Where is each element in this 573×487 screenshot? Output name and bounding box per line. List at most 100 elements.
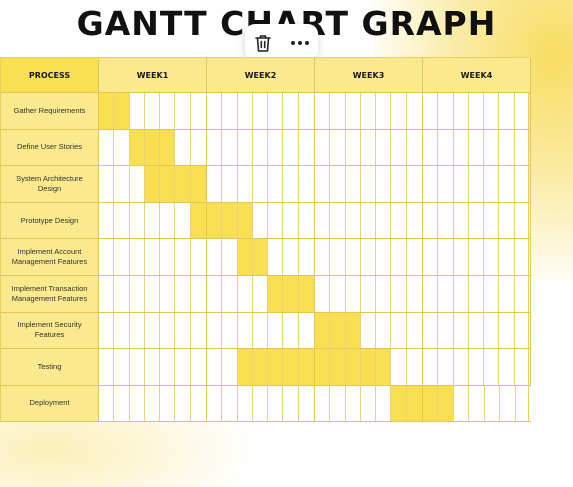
task-bar-segment [252,349,269,385]
day-cell [175,93,191,129]
day-cell [454,385,470,422]
task-bar-segment [283,275,299,312]
day-cell [222,275,238,312]
day-cell [299,239,314,275]
more-options-button[interactable] [286,29,314,57]
day-cell [346,239,361,275]
day-cell [315,202,331,239]
task-bar-segment [144,166,161,202]
day-cell [346,275,361,312]
day-cell [423,129,439,166]
day-cell [238,385,253,422]
week-cell [423,349,531,386]
day-cell [346,93,361,129]
task-bar-segment [237,202,253,239]
task-bar-segment [283,349,299,385]
day-cell [299,166,314,202]
task-bar-segment [114,93,130,129]
task-bar-segment [268,275,284,312]
day-cell [283,239,299,275]
day-cell [376,275,392,312]
week-cell [315,239,423,276]
day-cell [315,275,331,312]
day-cell [99,239,115,275]
day-cell [454,275,469,312]
day-cell [207,129,223,166]
day-cell [268,312,284,349]
day-cell [160,239,176,275]
day-cell [145,349,161,385]
day-cell [407,203,422,239]
task-label: System Architecture Design [1,166,99,203]
day-cell [175,349,191,385]
day-cell [222,385,238,422]
day-cell [330,93,346,129]
task-label: Testing [1,349,99,386]
day-cell [484,202,500,239]
day-cell [238,166,253,202]
day-cell [346,129,361,166]
day-cell [315,385,331,422]
day-cell [438,349,454,385]
day-cell [222,349,238,385]
day-cell [438,239,454,275]
week-cell [423,93,531,130]
day-cell [330,166,346,202]
day-cell [238,312,253,349]
day-cell [299,203,314,239]
delete-button[interactable] [249,29,277,57]
day-cell [469,312,485,349]
day-cell [253,166,269,202]
task-label: Define User Stories [1,129,99,167]
day-cell [268,239,284,275]
day-cell [130,239,145,275]
task-bar-segment [144,129,161,166]
task-bar-segment [222,202,238,239]
day-cell [207,239,223,275]
task-label: Implement Security Features [1,312,99,350]
week-cell [207,349,315,386]
process-header: PROCESS [1,58,99,93]
day-cell [469,202,485,239]
day-cell [515,349,530,385]
day-cell [484,312,500,349]
day-cell [114,239,130,275]
day-cell [114,385,130,422]
day-cell [361,275,377,312]
week-cell [423,202,531,240]
week-cell [315,275,423,313]
day-cell [330,202,346,239]
day-cell [191,276,206,312]
day-cell [484,349,500,385]
day-cell [454,239,469,275]
task-bar-segment [345,349,361,385]
day-cell [515,313,530,349]
day-cell [407,166,422,202]
day-cell [361,385,377,422]
day-cell [361,166,377,202]
task-bar-segment [438,385,454,422]
day-cell [515,203,530,239]
week-cell [423,129,531,167]
floating-toolbar [245,24,318,61]
day-cell [175,275,191,312]
day-cell [114,275,130,312]
day-cell [160,275,176,312]
day-cell [160,385,176,422]
week-cell [315,166,423,203]
task-label: Deployment [1,385,99,423]
day-cell [99,312,115,349]
task-bar-segment [190,166,206,202]
task-bar-segment [423,385,439,422]
day-cell [499,349,515,385]
day-cell [253,312,269,349]
task-bar-segment [406,385,422,422]
day-cell [391,312,407,349]
day-cell [253,129,269,166]
day-cell [469,166,485,202]
day-cell [423,312,439,349]
day-cell [484,93,500,129]
day-cell [315,93,331,129]
week-cell [99,129,207,167]
day-cell [330,239,346,275]
